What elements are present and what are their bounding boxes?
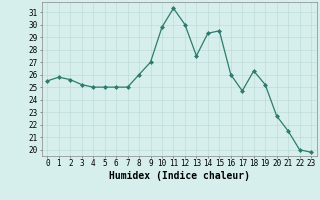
- X-axis label: Humidex (Indice chaleur): Humidex (Indice chaleur): [109, 171, 250, 181]
